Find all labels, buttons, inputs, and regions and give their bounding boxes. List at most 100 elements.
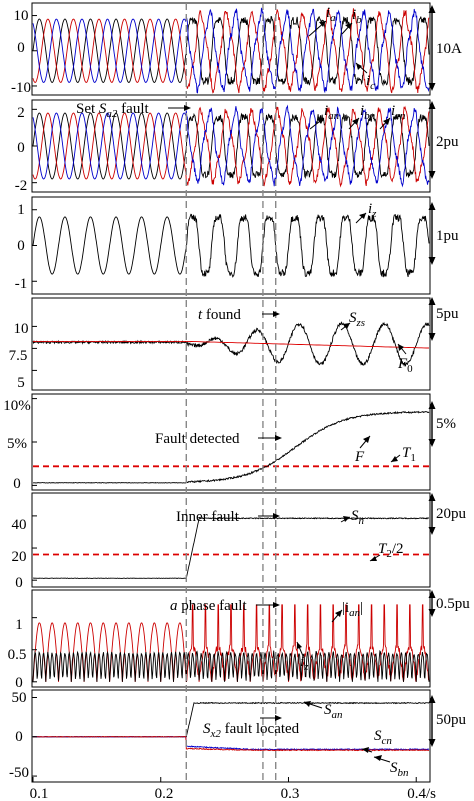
arrowhead — [370, 556, 377, 561]
arrowhead — [374, 755, 382, 761]
arrowhead — [391, 456, 398, 462]
scale-bar-arrowhead — [428, 527, 436, 535]
label-set-fault: Set Sa2 fault — [76, 101, 149, 120]
label-t1: T1 — [402, 445, 416, 464]
series-line-sbn — [32, 736, 430, 752]
arrowhead — [317, 118, 324, 124]
series-line-sn — [32, 516, 429, 579]
label-s-an: San — [324, 702, 343, 721]
arrowhead — [363, 436, 370, 443]
scale-bar-label: 2pu — [436, 134, 459, 150]
scale-bar-arrowhead — [428, 493, 436, 501]
y-tick-label: 0 — [15, 675, 23, 691]
y-tick-label: 5 — [17, 375, 25, 391]
y-tick-label: 0 — [17, 40, 25, 56]
arrowhead — [304, 701, 311, 707]
y-tick-label: 0 — [17, 140, 25, 156]
y-tick-label: 10% — [3, 398, 31, 414]
arrowhead — [359, 213, 366, 219]
label-t-found: t found — [198, 307, 241, 323]
scale-bar-arrowhead — [428, 695, 436, 703]
arrowhead — [356, 63, 362, 70]
label-inner-fault: Inner fault — [176, 509, 240, 525]
y-tick-label: 0 — [15, 729, 23, 745]
scale-bar-arrowhead — [428, 739, 436, 747]
label-f: F — [354, 449, 365, 465]
y-tick-label: 1 — [17, 202, 25, 218]
y-tick-label: 10 — [14, 321, 29, 337]
label-i-z: iz — [368, 201, 377, 220]
scale-bar-label: 20pu — [436, 506, 467, 522]
arrowhead — [345, 23, 352, 29]
panel-a-frame — [31, 2, 431, 96]
label-i-b: ib — [352, 7, 362, 26]
y-tick-label: 0 — [13, 476, 21, 492]
arrowhead — [273, 602, 280, 608]
y-tick-label: 0.5 — [8, 647, 27, 663]
panel-g-frame — [31, 589, 431, 688]
label-s-bn: Sbn — [390, 760, 409, 779]
scale-bar-labels: 10A 2pu 1pu 5pu 5% 20pu 0.5pu 50pu — [436, 41, 470, 728]
y-tick-label: -2 — [15, 178, 28, 194]
scale-bar-arrowhead — [428, 171, 436, 179]
arrowhead — [273, 513, 280, 519]
scale-bar-label: 5pu — [436, 306, 459, 322]
y-tick-label: -1 — [15, 276, 28, 292]
arrowhead — [352, 118, 359, 125]
arrowhead — [275, 435, 282, 441]
series-line-ian — [32, 604, 430, 683]
series-line-szs — [32, 321, 430, 367]
label-s-n: Sn — [351, 508, 365, 527]
arrowhead — [319, 21, 326, 27]
scale-bar-arrowhead — [428, 333, 436, 341]
scale-bar-label: 1pu — [436, 228, 459, 244]
label-i-z-2: iz — [300, 654, 309, 673]
scale-bar-label: 10A — [436, 41, 462, 57]
arrowhead — [343, 516, 350, 522]
x-tick-label-1: 0.1 — [30, 786, 49, 801]
signal-traces — [32, 7, 430, 752]
y-tick-label: 7.5 — [9, 348, 28, 364]
arrowhead — [362, 747, 369, 753]
panel-d-frame — [31, 297, 431, 391]
label-i-cn: icn — [391, 103, 406, 122]
series-line-scn — [32, 736, 430, 751]
scale-bar-arrowhead — [428, 439, 436, 447]
annotation-arrowheads — [184, 21, 404, 761]
y-tick-label: -50 — [9, 765, 29, 781]
y-tick-label: 2 — [17, 105, 25, 121]
y-tick-label: 0 — [17, 238, 25, 254]
x-tick-label-4: 0.4/s — [407, 786, 436, 801]
scale-bar-arrowhead — [428, 202, 436, 210]
series-line-ic — [32, 7, 430, 94]
series-line-f0 — [33, 340, 429, 349]
y-tick-label: 0 — [15, 575, 23, 591]
arrowhead — [343, 323, 350, 329]
label-i-bn: ibn — [360, 103, 376, 122]
y-tick-label: 40 — [12, 517, 27, 533]
label-f0: F0 — [397, 356, 413, 375]
arrowhead — [383, 118, 390, 125]
scale-bar-arrowhead — [428, 401, 436, 409]
panel-h-frame — [31, 689, 431, 783]
y-tick-label: 10 — [14, 8, 29, 24]
y-tick-label: 1 — [15, 617, 23, 633]
axis-ticks — [32, 15, 417, 782]
arrowhead — [184, 105, 191, 111]
y-tick-label: 20 — [12, 549, 27, 565]
y-tick-label: 5% — [7, 436, 27, 452]
series-line-iz — [32, 213, 430, 278]
label-fault-located: Sx2 fault located — [203, 721, 300, 740]
label-t2-half: T2/2 — [378, 541, 404, 560]
label-phase-fault: a phase fault — [170, 598, 247, 614]
arrowhead — [273, 311, 280, 317]
annotation-labels: ia ib ic Set Sa2 fault ian ibn icn iz t … — [76, 5, 416, 779]
scale-bar-label: 0.5pu — [436, 596, 470, 612]
scale-bar-arrowhead — [428, 83, 436, 91]
label-fault-detected: Fault detected — [155, 431, 240, 447]
scale-bar-arrows — [428, 5, 436, 747]
y-tick-label: 50 — [12, 690, 27, 706]
panel-f-frame — [31, 492, 431, 588]
scale-bar-arrowhead — [428, 5, 436, 13]
